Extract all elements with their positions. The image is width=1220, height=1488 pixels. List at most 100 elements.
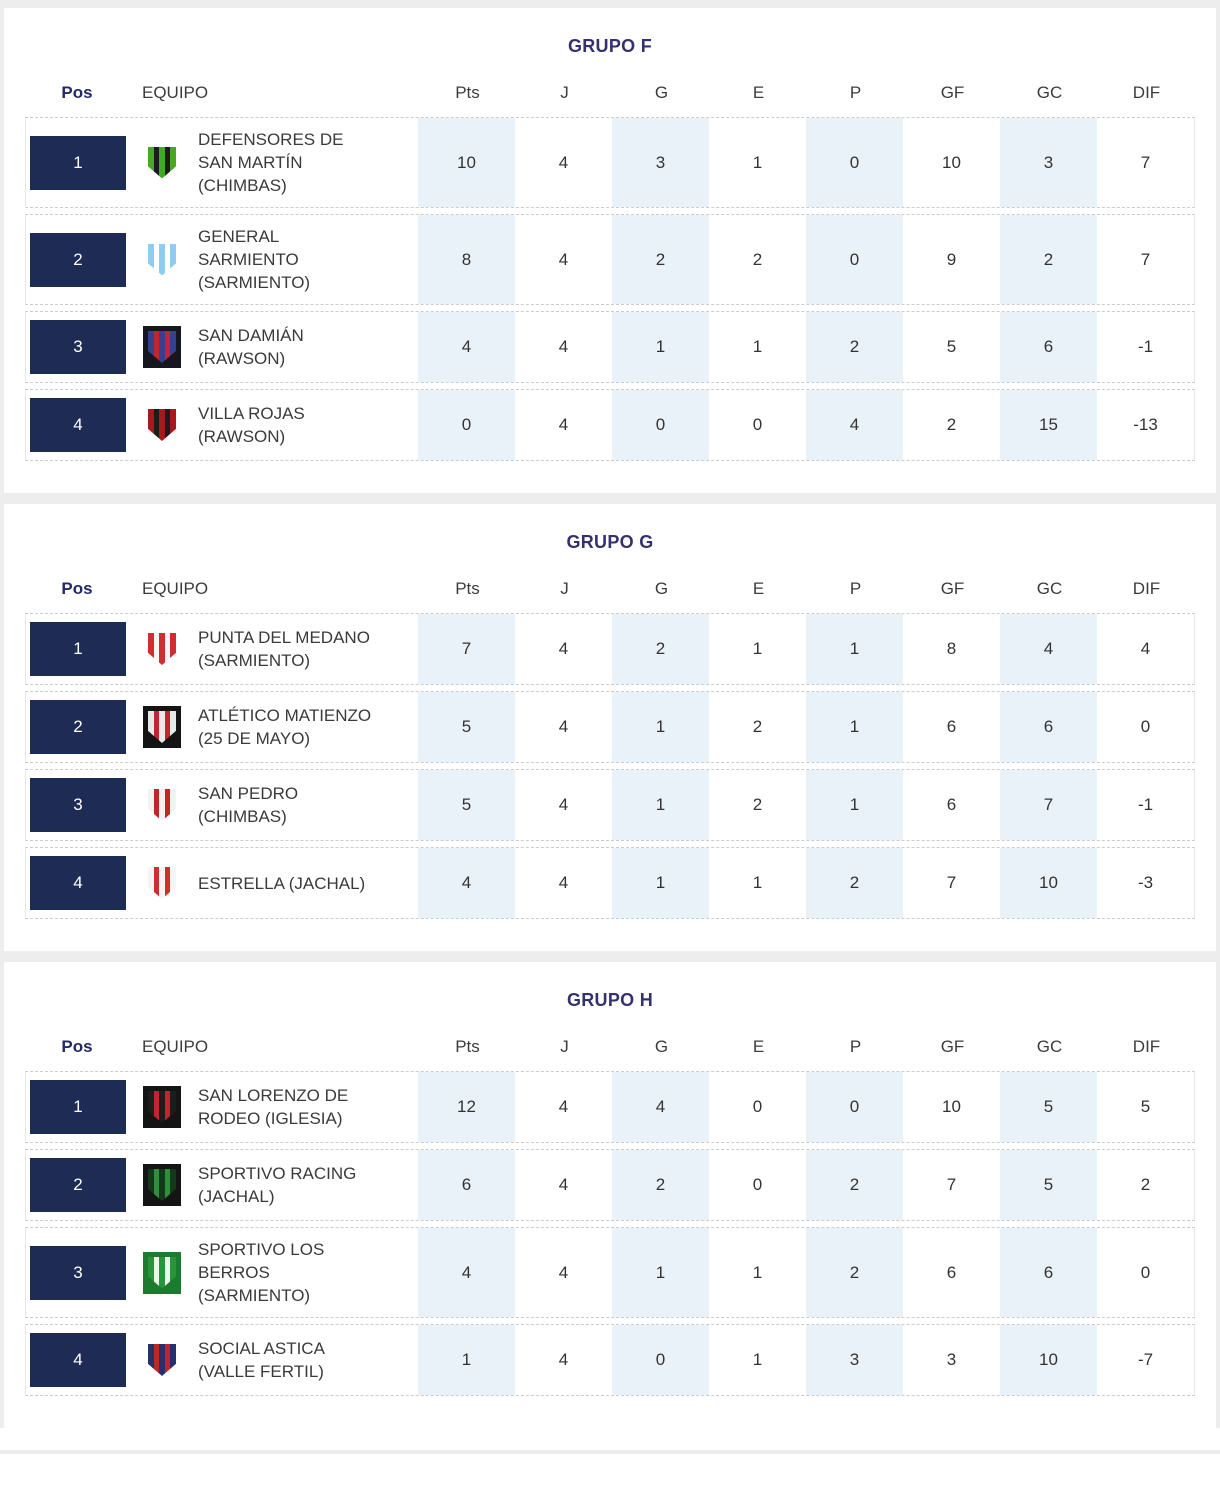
column-header-gf: GF	[940, 83, 965, 102]
team-crest-icon	[143, 1086, 181, 1128]
position-badge: 2	[30, 700, 126, 754]
column-header-equipo: EQUIPO	[142, 83, 209, 102]
standings-page: GRUPO F Pos EQUIPO Pts J G E P GF GC DIF…	[0, 0, 1220, 1428]
stat-e: 0	[752, 1175, 763, 1194]
stat-j: 4	[558, 795, 569, 814]
stat-dif: 5	[1140, 1097, 1151, 1116]
team-name-cell: ESTRELLA (JACHAL)	[194, 848, 418, 918]
stat-p: 4	[806, 390, 903, 460]
stat-dif: -3	[1137, 873, 1154, 892]
stat-dif: -13	[1133, 415, 1158, 434]
team-name: DEFENSORES DE SAN MARTÍN (CHIMBAS)	[198, 130, 344, 195]
stat-gf: 5	[946, 337, 957, 356]
position-badge: 1	[30, 1080, 126, 1134]
team-crest-icon	[143, 862, 181, 904]
team-name: PUNTA DEL MEDANO (SARMIENTO)	[198, 628, 370, 670]
stat-pts: 6	[418, 1150, 515, 1220]
stat-gc: 10	[1000, 1325, 1097, 1395]
stat-gf: 6	[946, 795, 957, 814]
stat-p: 0	[806, 215, 903, 304]
group-title: GRUPO F	[567, 36, 653, 56]
stat-e: 1	[752, 152, 763, 172]
team-name: SAN PEDRO (CHIMBAS)	[198, 784, 299, 826]
column-header-equipo: EQUIPO	[142, 1037, 209, 1056]
stat-g: 1	[612, 1228, 709, 1317]
stat-dif: 7	[1140, 249, 1151, 269]
stat-gf: 3	[946, 1350, 957, 1369]
logo-cell	[130, 215, 194, 304]
column-header-gc: GC	[1036, 1037, 1063, 1056]
stat-g: 2	[612, 614, 709, 684]
stat-pts: 5	[418, 770, 515, 840]
team-name-cell: DEFENSORES DE SAN MARTÍN (CHIMBAS)	[194, 118, 418, 207]
stat-pts: 1	[418, 1325, 515, 1395]
team-name-cell: SPORTIVO RACING (JACHAL)	[194, 1150, 418, 1220]
stat-dif: 7	[1140, 152, 1151, 172]
team-crest-icon	[143, 142, 181, 184]
page-bottom-spacer	[0, 1428, 1220, 1450]
column-header-e: E	[752, 1037, 765, 1056]
stat-gf: 6	[946, 1262, 957, 1282]
stat-gc: 10	[1000, 848, 1097, 918]
stat-p: 0	[806, 1072, 903, 1142]
logo-cell	[130, 1150, 194, 1220]
page-bottom-spacer	[0, 1454, 1220, 1488]
stat-pts: 4	[418, 1228, 515, 1317]
stat-g: 1	[612, 312, 709, 382]
team-name: SPORTIVO RACING (JACHAL)	[198, 1164, 357, 1206]
team-name: SAN LORENZO DE RODEO (IGLESIA)	[198, 1086, 349, 1128]
logo-cell	[130, 770, 194, 840]
position-badge: 4	[30, 1333, 126, 1387]
stat-gc: 7	[1000, 770, 1097, 840]
logo-cell	[130, 692, 194, 762]
column-header-equipo: EQUIPO	[142, 579, 209, 598]
stat-p: 3	[806, 1325, 903, 1395]
column-header-pts: Pts	[455, 1037, 480, 1056]
stat-dif: 0	[1140, 1262, 1151, 1282]
logo-cell	[130, 1228, 194, 1317]
team-crest-icon	[143, 1251, 181, 1294]
logo-cell	[130, 118, 194, 207]
position-badge: 2	[30, 232, 126, 287]
stat-j: 4	[558, 415, 569, 434]
team-name-cell: ATLÉTICO MATIENZO (25 DE MAYO)	[194, 692, 418, 762]
stat-gc: 5	[1000, 1072, 1097, 1142]
stat-j: 4	[558, 152, 569, 172]
stat-dif: -7	[1137, 1350, 1154, 1369]
team-name-cell: SAN DAMIÁN (RAWSON)	[194, 312, 418, 382]
table-row: 1 PUNTA DEL MEDANO (SARMIENTO) 7 4 2 1 1…	[25, 613, 1195, 685]
stat-gc: 6	[1000, 1228, 1097, 1317]
position-cell: 3	[26, 312, 130, 382]
stat-j: 4	[558, 337, 569, 356]
stat-gc: 6	[1000, 692, 1097, 762]
column-header-e: E	[752, 83, 765, 102]
stat-gf: 8	[946, 639, 957, 658]
column-header-p: P	[849, 579, 862, 598]
stat-p: 2	[806, 312, 903, 382]
position-cell: 2	[26, 1150, 130, 1220]
table-row: 2 ATLÉTICO MATIENZO (25 DE MAYO) 5 4 1 2…	[25, 691, 1195, 763]
logo-cell	[130, 848, 194, 918]
stat-dif: -1	[1137, 337, 1154, 356]
stat-gc: 15	[1000, 390, 1097, 460]
position-cell: 3	[26, 1228, 130, 1317]
position-cell: 2	[26, 215, 130, 304]
stat-e: 1	[752, 1262, 763, 1282]
stat-g: 1	[612, 848, 709, 918]
group-g-table: GRUPO G Pos EQUIPO Pts J G E P GF GC DIF…	[4, 504, 1216, 951]
team-name: ATLÉTICO MATIENZO (25 DE MAYO)	[198, 706, 372, 748]
team-name: SOCIAL ASTICA (VALLE FERTIL)	[198, 1339, 325, 1381]
stat-gf: 7	[946, 1175, 957, 1194]
team-name: GENERAL SARMIENTO (SARMIENTO)	[198, 227, 311, 292]
logo-cell	[130, 390, 194, 460]
stat-e: 2	[752, 249, 763, 269]
column-header-g: G	[654, 579, 669, 598]
stat-gc: 6	[1000, 312, 1097, 382]
position-cell: 4	[26, 848, 130, 918]
stat-p: 1	[806, 692, 903, 762]
stat-p: 2	[806, 848, 903, 918]
stat-dif: 4	[1140, 639, 1151, 658]
position-cell: 4	[26, 390, 130, 460]
stat-gf: 9	[946, 249, 957, 269]
stat-j: 4	[558, 873, 569, 892]
